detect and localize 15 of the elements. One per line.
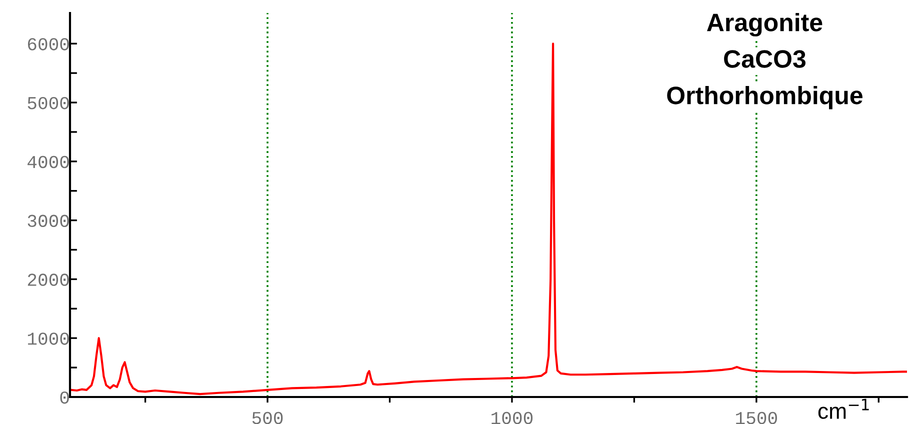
y-tick-label: 1000 bbox=[28, 332, 69, 345]
y-tick-label: 5000 bbox=[28, 96, 69, 110]
annotation: Orthorhombique bbox=[667, 86, 862, 110]
y-tick-label: 6000 bbox=[28, 38, 69, 50]
y-tick-label: 0 bbox=[60, 391, 69, 404]
x-tick-label: 500 bbox=[252, 412, 283, 424]
x-tick-label: 1000 bbox=[492, 412, 533, 424]
x-tick-label: 1500 bbox=[736, 412, 777, 424]
text: CaCO3 bbox=[724, 50, 806, 68]
line-series bbox=[70, 42, 907, 396]
y-tick-label: 3000 bbox=[28, 214, 69, 228]
x-axis-title: cm$^{−1}$ bbox=[818, 398, 869, 419]
y-tick-label: 2000 bbox=[28, 274, 69, 286]
y-tick-label: 4000 bbox=[28, 156, 69, 168]
chart-title: Aragonite bbox=[706, 13, 822, 36]
